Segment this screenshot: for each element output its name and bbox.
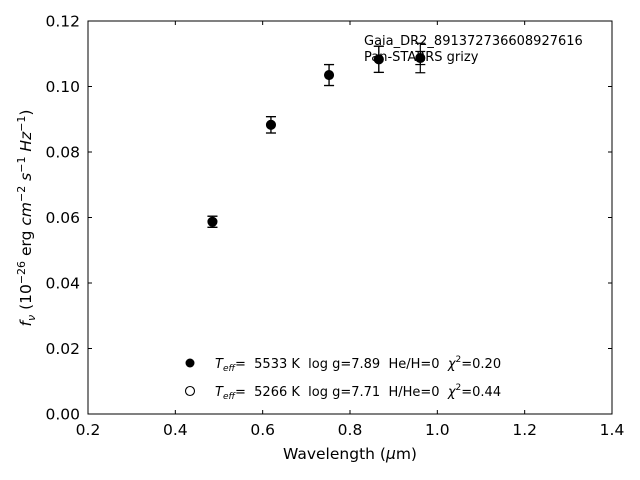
annotation-line-1: Gaia_DR2_891372736608927616: [364, 34, 583, 49]
legend-entry-1: Teff= 5533 K log g=7.89 He/H=0 χ2=0.20: [215, 355, 501, 374]
data-point-filled: [324, 70, 334, 80]
data-point-filled: [415, 53, 426, 63]
data-marks: [207, 42, 426, 228]
data-point-filled: [266, 120, 276, 130]
legend-marker-open: [184, 385, 196, 397]
legend-marker-filled: [185, 358, 195, 368]
y-tick-label: 0.12: [45, 13, 80, 31]
x-tick-label: 0.2: [76, 421, 101, 439]
x-axis-label: Wavelength (μm): [283, 445, 417, 463]
x-tick-label: 0.8: [338, 421, 363, 439]
y-tick-label: 0.00: [45, 406, 80, 424]
y-tick-label: 0.06: [45, 209, 80, 227]
y-axis-label: fν (10−26 erg cm−2 s−1 Hz−1): [15, 110, 38, 327]
x-tick-label: 0.6: [250, 421, 275, 439]
y-tick-label: 0.08: [45, 144, 80, 162]
legend: Teff= 5533 K log g=7.89 He/H=0 χ2=0.20 T…: [184, 355, 501, 402]
x-tick-label: 1.2: [512, 421, 537, 439]
data-point-filled: [207, 217, 218, 227]
y-tick-label: 0.10: [45, 78, 80, 96]
annotation-line-2: Pan-STARRS grizy: [364, 50, 479, 65]
x-tick-label: 0.4: [163, 421, 188, 439]
x-tick-label: 1.4: [600, 421, 625, 439]
tick-labels: 0.2 0.4 0.6 0.8 1.0 1.2 1.4 0.00 0.02 0.04 0.06 0.0…: [45, 13, 624, 440]
y-tick-label: 0.02: [45, 340, 80, 358]
legend-entry-2: Teff= 5266 K log g=7.71 H/He=0 χ2=0.44: [215, 383, 501, 402]
axis-ticks: [87, 20, 613, 415]
x-tick-label: 1.0: [425, 421, 450, 439]
y-tick-label: 0.04: [45, 275, 80, 293]
annotation: Gaia_DR2_891372736608927616 Pan-STARRS g…: [364, 34, 583, 65]
plot-area: [87, 20, 613, 415]
data-point-filled: [374, 54, 384, 65]
